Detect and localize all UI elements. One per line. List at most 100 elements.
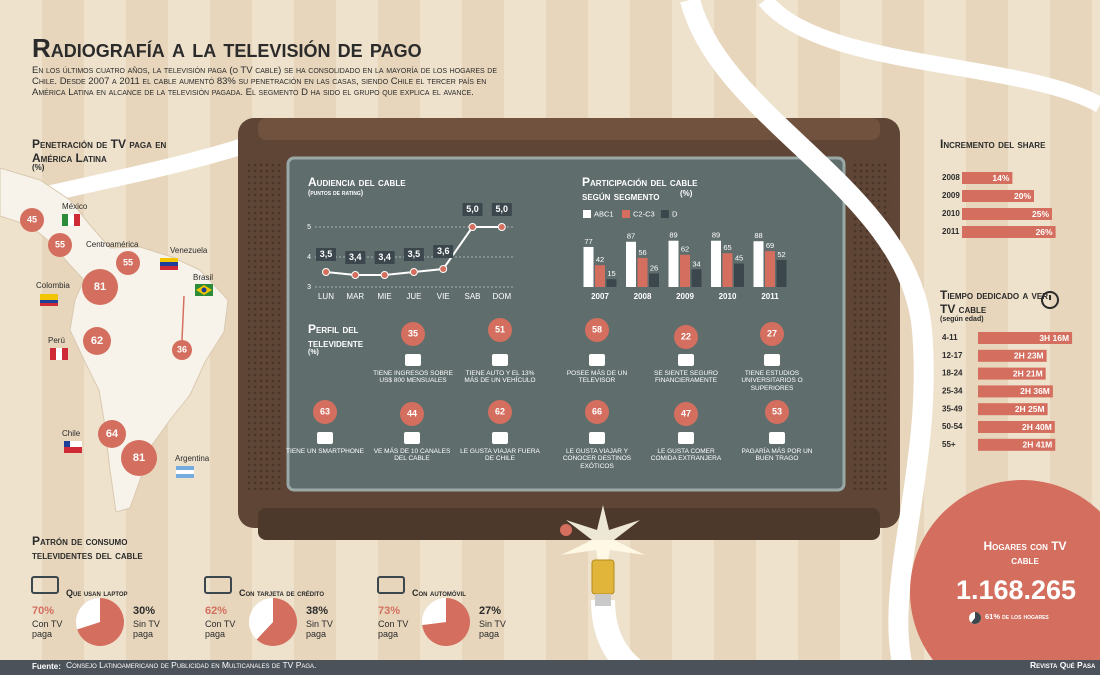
map-unit: (%) bbox=[32, 163, 45, 172]
pie-value: 38% bbox=[306, 605, 329, 617]
continent bbox=[0, 167, 229, 513]
y-tick-label: 4 bbox=[307, 254, 311, 261]
tv-button bbox=[560, 524, 572, 536]
country-label: Argentina bbox=[175, 454, 210, 463]
line-title: Audiencia del cable bbox=[308, 175, 406, 189]
bar bbox=[734, 263, 744, 287]
bar bbox=[722, 253, 733, 287]
icon bbox=[31, 576, 59, 594]
bar-label: 56 bbox=[638, 248, 646, 257]
pie-label: Sin TV paga bbox=[133, 619, 160, 640]
stat-value: 53 bbox=[772, 406, 782, 416]
pie-value: 30% bbox=[133, 605, 156, 617]
country-label: Centroamérica bbox=[86, 240, 139, 249]
stat-value: 63 bbox=[320, 406, 330, 416]
value-label: 3,5 bbox=[320, 249, 333, 259]
stat-value: 66 bbox=[592, 406, 602, 416]
stat-label: Tiene auto y el 13% más de un vehículo bbox=[464, 370, 536, 385]
country-label: México bbox=[62, 202, 88, 211]
y-tick-label: 12-17 bbox=[942, 351, 963, 360]
stat-circle bbox=[760, 322, 784, 346]
x-tick-label: VIE bbox=[437, 292, 450, 301]
bubble-label: 36 bbox=[177, 344, 187, 354]
pie-value: 27% bbox=[479, 605, 502, 617]
bar-label: 2H 23M bbox=[1014, 351, 1044, 361]
flag bbox=[160, 262, 178, 266]
bar-label: 89 bbox=[712, 231, 720, 240]
bar-label: 3H 16M bbox=[1039, 333, 1069, 343]
bar bbox=[711, 240, 721, 287]
stat-circle bbox=[400, 402, 424, 426]
pie-name: Que usan laptop bbox=[66, 588, 128, 598]
flag bbox=[62, 348, 68, 360]
flag bbox=[64, 447, 82, 453]
pie-label: Con TV paga bbox=[205, 619, 236, 640]
value-label: 3,4 bbox=[349, 252, 362, 262]
stat-circle bbox=[674, 402, 698, 426]
spark bbox=[561, 505, 645, 585]
pie-slice bbox=[77, 598, 125, 647]
bubble bbox=[83, 327, 111, 355]
bar-label: 52 bbox=[777, 250, 785, 259]
kpi-value: 1.168.265 bbox=[956, 575, 1076, 605]
bar-label: 89 bbox=[669, 231, 677, 240]
x-tick-label: MIE bbox=[377, 292, 391, 301]
cable bbox=[758, 0, 1100, 113]
value-label: 3,5 bbox=[408, 249, 421, 259]
hbar-title: Incremento del share bbox=[940, 137, 1046, 151]
bubble bbox=[121, 440, 157, 476]
bar bbox=[978, 421, 1055, 433]
country-label: Colombia bbox=[36, 281, 70, 290]
country-label: Venezuela bbox=[170, 246, 208, 255]
stat-value: 47 bbox=[681, 408, 691, 418]
stat-value: 62 bbox=[495, 406, 505, 416]
bubble-label: 45 bbox=[27, 214, 37, 224]
pies-title: Patrón de consumo televidentes del cable bbox=[32, 534, 143, 562]
x-tick-label: 2010 bbox=[719, 292, 737, 301]
profile-title: Perfil del televidente bbox=[308, 322, 364, 350]
icon bbox=[764, 354, 780, 366]
bar bbox=[680, 254, 690, 287]
bar bbox=[978, 438, 1056, 451]
bar bbox=[649, 273, 659, 287]
flag bbox=[62, 214, 68, 226]
bar-label: 26 bbox=[650, 263, 658, 272]
legend-label: C2-C3 bbox=[633, 209, 655, 218]
pie-name: Con tarjeta de crédito bbox=[239, 588, 325, 598]
intro: En los últimos cuatro años, la televisió… bbox=[32, 65, 498, 98]
flag bbox=[74, 214, 80, 226]
icon bbox=[589, 432, 605, 444]
icon bbox=[678, 432, 694, 444]
connector bbox=[595, 594, 611, 606]
bubble-label: 81 bbox=[94, 281, 106, 293]
value-box bbox=[403, 248, 424, 261]
value-label: 3,6 bbox=[437, 246, 450, 256]
flag bbox=[176, 466, 194, 470]
value-label: 5,0 bbox=[466, 204, 479, 214]
stat-circle bbox=[488, 318, 512, 342]
flag bbox=[176, 474, 194, 478]
stat-label: Se siente seguro financieramente bbox=[654, 370, 718, 385]
bar bbox=[978, 385, 1053, 398]
bar bbox=[978, 332, 1073, 344]
pie-name: Con automóvil bbox=[412, 588, 466, 598]
leader-line bbox=[181, 295, 185, 341]
bar-label: 2H 21M bbox=[1013, 368, 1043, 378]
bar-unit: (%) bbox=[680, 189, 693, 198]
bar-label: 69 bbox=[766, 241, 774, 250]
bubble bbox=[20, 208, 44, 232]
stat-label: Tiene estudios universitarios o superior… bbox=[741, 370, 803, 392]
pie-value: 62% bbox=[205, 605, 228, 617]
hbar-subtitle: (según edad) bbox=[940, 316, 984, 323]
value-box bbox=[316, 248, 336, 261]
bar-label: 2H 41M bbox=[1023, 440, 1053, 450]
y-tick-label: 2010 bbox=[942, 209, 960, 218]
y-tick-label: 18-24 bbox=[942, 369, 963, 378]
stat-circle bbox=[585, 400, 609, 424]
bubble-label: 81 bbox=[133, 452, 145, 464]
stat-circle bbox=[313, 400, 337, 424]
value-box bbox=[462, 203, 483, 216]
pie-slice bbox=[249, 598, 273, 640]
bar bbox=[691, 269, 702, 287]
value-box bbox=[374, 251, 395, 264]
